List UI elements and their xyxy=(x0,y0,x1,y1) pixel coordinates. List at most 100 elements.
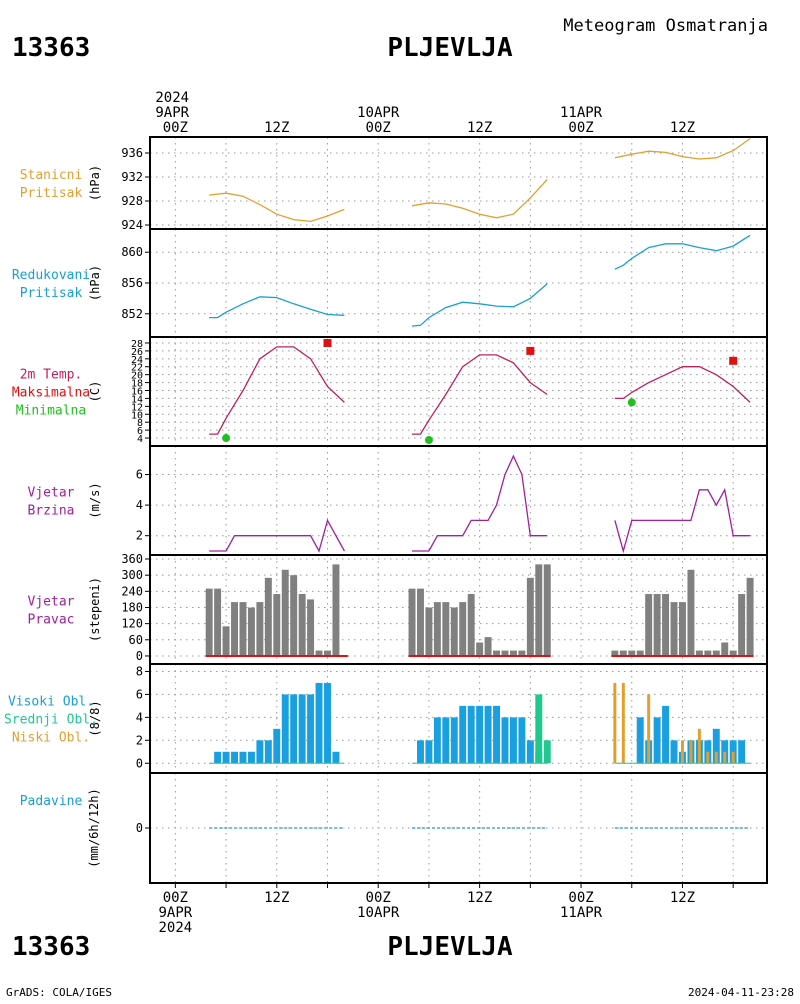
cloud-bar-high xyxy=(256,740,264,764)
cloud-bar-mid xyxy=(535,694,543,764)
panel-label-station_pressure-1: Pritisak xyxy=(20,186,83,201)
time-label-top: 00Z xyxy=(163,120,188,136)
time-label-bottom: 9APR xyxy=(158,905,192,921)
ytick-label-clouds-2: 2 xyxy=(136,733,143,747)
ytick-label-temperature-4: 4 xyxy=(137,434,143,445)
cloud-bar-high xyxy=(307,694,315,764)
ytick-label-temperature-20: 20 xyxy=(131,371,143,382)
wind-dir-bar xyxy=(298,594,306,656)
series-line-reduced_pressure-1 xyxy=(411,283,548,327)
wind-dir-bar xyxy=(738,594,746,656)
time-label-top: 10APR xyxy=(357,105,400,121)
ytick-label-station_pressure-928: 928 xyxy=(121,194,143,208)
time-label-bottom: 11APR xyxy=(560,905,603,921)
cloud-bar-high xyxy=(433,717,441,764)
time-label-top: 9APR xyxy=(155,105,189,121)
wind-dir-bar xyxy=(484,637,492,656)
panel-border-precipitation xyxy=(149,772,768,884)
series-line-temperature-1 xyxy=(412,354,548,435)
panel-label-precipitation-0: Padavine xyxy=(20,794,83,809)
panel-label-clouds-0: Visoki Obl. xyxy=(8,695,94,710)
cloud-bar-high xyxy=(493,705,501,764)
ylabel-clouds: (8/8) xyxy=(88,700,102,736)
wind-dir-bar xyxy=(231,602,238,656)
cloud-bar-high xyxy=(450,717,458,764)
wind-dir-bar xyxy=(315,650,323,656)
panel-label-clouds-2: Niski Obl. xyxy=(12,731,90,746)
wind-dir-bar xyxy=(307,599,315,656)
cloud-bar-high xyxy=(484,705,492,764)
ytick-label-temperature-26: 26 xyxy=(131,347,143,358)
max-temp-point xyxy=(323,338,332,347)
ytick-label-temperature-28: 28 xyxy=(131,339,143,350)
min-temp-point xyxy=(424,436,433,445)
ytick-label-temperature-22: 22 xyxy=(131,363,143,374)
cloud-bar-high xyxy=(273,728,281,764)
wind-dir-bar xyxy=(628,650,636,656)
time-label-top: 00Z xyxy=(568,120,593,136)
cloud-bar-high xyxy=(670,740,678,764)
panel-label-wind_direction-1: Pravac xyxy=(28,613,75,628)
panel-label-reduced_pressure-1: Pritisak xyxy=(20,286,83,301)
time-label-top: 12Z xyxy=(264,120,289,136)
cloud-bar-high xyxy=(222,751,230,764)
panel-reduced_pressure: 852 856 860 (hPa)Redukovani Pritisak xyxy=(12,228,768,338)
wind-dir-bar xyxy=(239,602,247,656)
ytick-label-temperature-24: 24 xyxy=(131,355,143,366)
panel-station_pressure: 924 928 932 936 (hPa) Stanicni Pritisak xyxy=(20,136,768,232)
panels: 924928932936(hPa)StanicniPritisak8528568… xyxy=(4,136,768,888)
ytick-label-wind_speed-2: 2 xyxy=(136,529,143,543)
ytick-label-temperature-12: 12 xyxy=(131,402,143,413)
wind-dir-bar xyxy=(425,607,433,656)
ytick-label-station_pressure-936: 936 xyxy=(121,146,143,160)
station-id-bottom: 13363 xyxy=(12,932,90,962)
meteogram-subtitle: Meteogram Osmatranja xyxy=(563,16,768,36)
cloud-bar-low xyxy=(731,751,735,764)
cloud-bar-high xyxy=(738,740,746,764)
plot-station_pressure xyxy=(209,138,751,223)
panel-border-wind_speed xyxy=(149,445,768,556)
time-ticks xyxy=(174,883,734,888)
time-label-bottom: 00Z xyxy=(568,890,593,906)
wind-dir-bar xyxy=(611,650,619,656)
cloud-bar-high xyxy=(247,751,255,764)
series-line-wind_speed-1 xyxy=(412,454,548,552)
ytick-label-wind_direction-120: 120 xyxy=(121,617,143,631)
series-line-station_pressure-2 xyxy=(614,138,751,160)
wind-dir-bar xyxy=(509,650,517,656)
min-temp-point xyxy=(627,398,636,407)
wind-dir-bar xyxy=(256,602,264,656)
wind-dir-bar xyxy=(247,607,255,656)
time-label-bottom: 00Z xyxy=(366,890,391,906)
plot-wind_speed xyxy=(209,454,751,554)
series-line-reduced_pressure-0 xyxy=(209,296,345,319)
ytick-label-clouds-6: 6 xyxy=(136,687,143,701)
ytick-label-clouds-0: 0 xyxy=(136,756,143,770)
cloud-bar-high xyxy=(332,751,340,764)
ytick-label-reduced_pressure-860: 860 xyxy=(121,245,143,259)
wind-dir-bar xyxy=(687,569,695,656)
ytick-label-temperature-14: 14 xyxy=(131,394,143,405)
cloud-bar-high xyxy=(315,682,323,764)
wind-dir-bar xyxy=(670,602,678,656)
cloud-bar-high xyxy=(704,740,712,764)
cloud-bar-low xyxy=(697,728,701,764)
time-label-bottom: 12Z xyxy=(467,890,492,906)
wind-dir-bar xyxy=(450,607,458,656)
cloud-bar-low xyxy=(647,694,651,764)
plot-temperature xyxy=(209,338,751,445)
ytick-label-clouds-4: 4 xyxy=(136,710,143,724)
panel-label-clouds-1: Srednji Obl. xyxy=(4,713,98,728)
plot-reduced_pressure xyxy=(209,234,751,327)
ytick-label-wind_direction-240: 240 xyxy=(121,584,143,598)
time-label-bottom: 12Z xyxy=(670,890,695,906)
ytick-label-wind_speed-4: 4 xyxy=(136,498,143,512)
ytick-label-temperature-6: 6 xyxy=(137,426,143,437)
panel-border-reduced_pressure xyxy=(149,228,768,338)
cloud-bar-high xyxy=(416,740,424,764)
wind-dir-bar xyxy=(729,650,737,656)
